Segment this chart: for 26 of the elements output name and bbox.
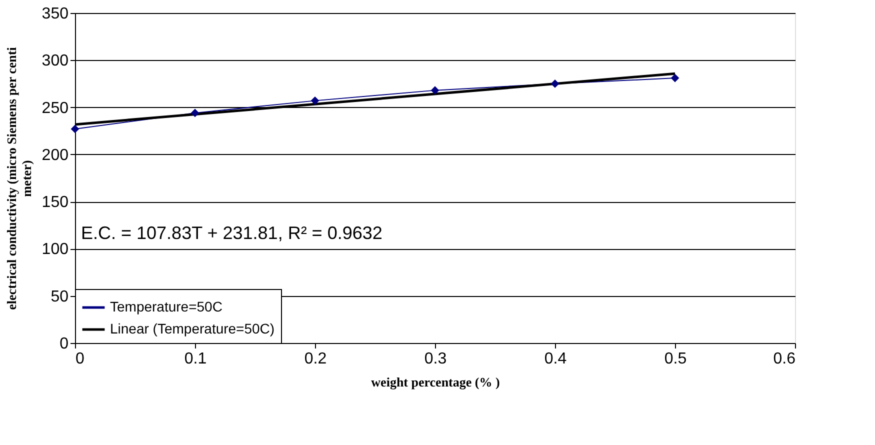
legend-label: Linear (Temperature=50C) [110, 320, 275, 336]
annotation: E.C. = 107.83T + 231.81, R² = 0.9632 [81, 223, 382, 244]
x-tick-label: 0.1 [184, 350, 207, 368]
y-tick-label: 50 [50, 288, 69, 306]
y-tick-label: 100 [42, 241, 69, 258]
y-axis-title: electrical conductivity (micro Siemens per centi meter) [4, 46, 34, 310]
y-tick-label: 350 [42, 6, 69, 22]
x-tick-label: 0.6 [773, 350, 796, 368]
y-tick-label: 200 [42, 146, 69, 164]
x-tick-label: 0.3 [424, 350, 447, 368]
x-tick-label: 0.4 [544, 350, 567, 368]
point [190, 108, 200, 118]
point [310, 96, 320, 105]
y-tick-label: 150 [42, 194, 69, 212]
point [430, 86, 440, 94]
point [70, 124, 80, 134]
point [550, 80, 560, 88]
x-tick-label: 0.2 [304, 350, 327, 368]
x-tick-label: 0.5 [664, 350, 687, 368]
y-tick-label: 0 [60, 336, 69, 352]
legend-label: Temperature=50C [110, 298, 222, 314]
point [670, 74, 680, 82]
x-axis-title: weight percentage (% ) [371, 374, 500, 390]
x-tick-label: 0 [76, 350, 84, 368]
y-tick-label: 300 [42, 52, 69, 70]
y-tick-label: 250 [42, 100, 69, 117]
